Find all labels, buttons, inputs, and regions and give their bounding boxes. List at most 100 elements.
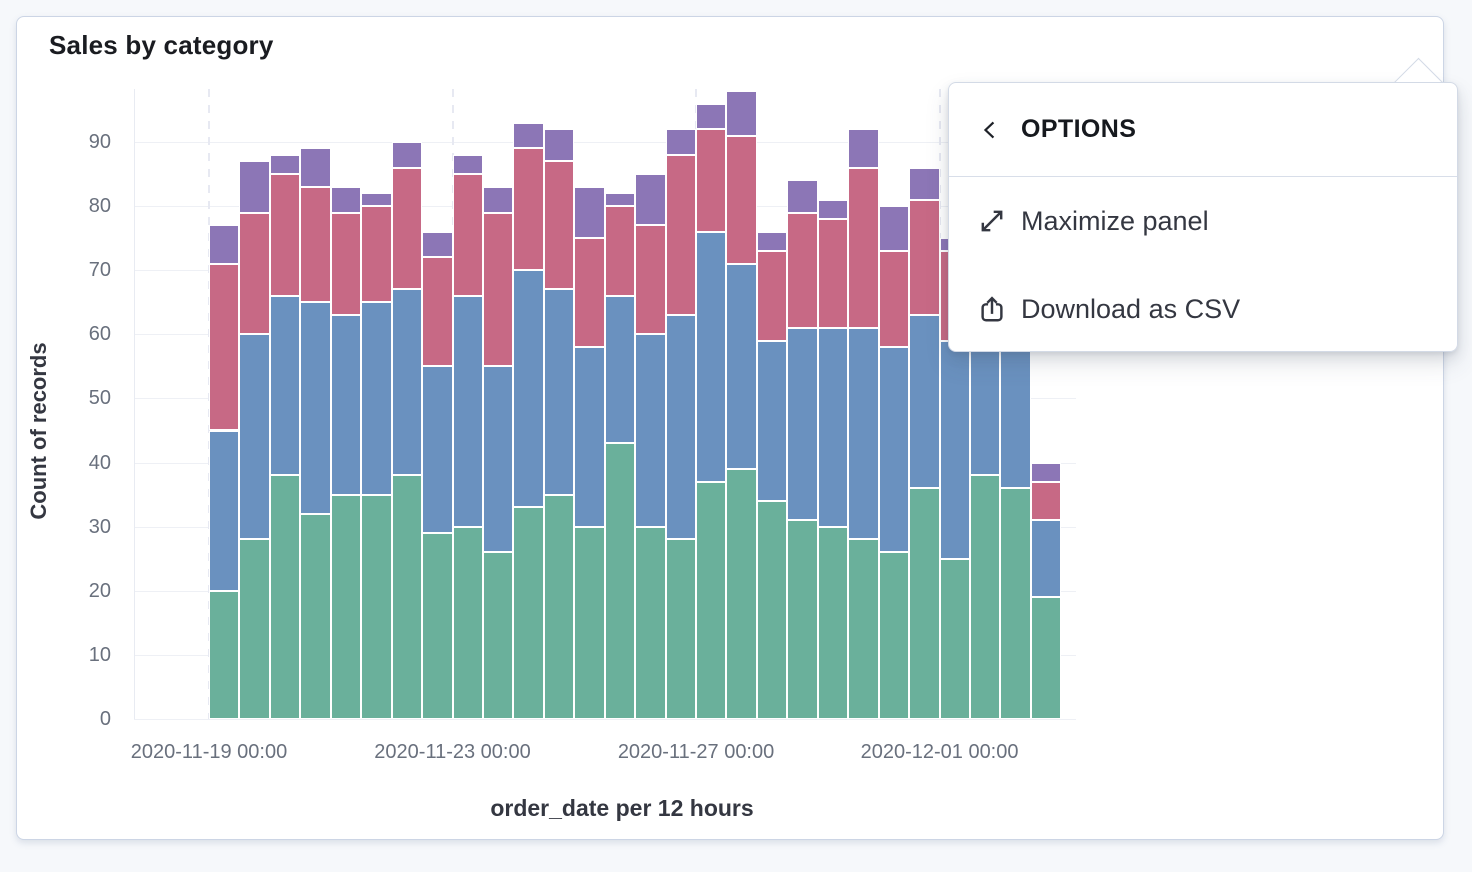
bar-segment-purple[interactable] [513,122,544,149]
bar-segment-purple[interactable] [269,154,301,175]
bar-segment-purple[interactable] [726,90,757,136]
bar-segment-blue[interactable] [330,315,362,495]
bar-segment-green[interactable] [939,558,970,719]
bar-segment-blue[interactable] [665,315,697,540]
bar-segment-purple[interactable] [817,199,849,219]
bar-segment-pink[interactable] [574,238,605,348]
bar-segment-blue[interactable] [574,347,605,527]
bar-segment-green[interactable] [361,494,392,719]
bar-segment-green[interactable] [482,552,514,719]
bar-segment-pink[interactable] [513,148,544,271]
bar-segment-purple[interactable] [543,129,575,162]
bar-segment-purple[interactable] [300,148,331,187]
bar-segment-blue[interactable] [726,263,757,469]
bar-segment-pink[interactable] [696,129,727,232]
popover-header-back[interactable]: OPTIONS [949,83,1457,177]
bar-segment-blue[interactable] [543,289,575,495]
bar-segment-pink[interactable] [209,263,240,431]
bar-segment-green[interactable] [422,533,453,719]
bar-segment-purple[interactable] [1030,462,1062,482]
bar-segment-pink[interactable] [787,212,818,328]
bar-segment-green[interactable] [848,539,879,719]
bar-segment-pink[interactable] [452,174,483,296]
bar-segment-pink[interactable] [482,212,514,367]
bar-segment-purple[interactable] [422,231,453,258]
bar-segment-pink[interactable] [848,167,879,328]
bar-segment-green[interactable] [696,481,727,719]
bar-segment-purple[interactable] [361,193,392,207]
bar-segment-green[interactable] [269,475,301,719]
bar-segment-blue[interactable] [817,327,849,527]
bar-segment-blue[interactable] [848,327,879,540]
bar-segment-blue[interactable] [300,302,331,514]
bar-segment-green[interactable] [604,443,636,719]
bar-segment-green[interactable] [239,539,270,719]
bar-segment-purple[interactable] [330,186,362,213]
bar-segment-purple[interactable] [665,129,697,155]
bar-segment-purple[interactable] [391,142,423,168]
bar-segment-pink[interactable] [604,206,636,296]
bar-segment-purple[interactable] [604,193,636,207]
bar-segment-green[interactable] [452,526,483,719]
bar-segment-pink[interactable] [361,206,392,303]
bar-segment-blue[interactable] [269,295,301,476]
bar-segment-purple[interactable] [209,225,240,264]
bar-segment-blue[interactable] [1030,520,1062,598]
menu-item-maximize-panel[interactable]: Maximize panel [949,177,1457,265]
bar-segment-purple[interactable] [574,186,605,239]
bar-segment-green[interactable] [726,468,757,719]
bar-segment-purple[interactable] [696,103,727,130]
bar-segment-green[interactable] [817,526,849,719]
bar-segment-pink[interactable] [543,161,575,290]
bar-segment-pink[interactable] [330,212,362,316]
bar-segment-pink[interactable] [665,154,697,316]
bar-segment-green[interactable] [1030,597,1062,719]
bar-segment-green[interactable] [513,507,544,719]
bar-segment-pink[interactable] [817,218,849,328]
bar-segment-pink[interactable] [300,186,331,303]
bar-segment-pink[interactable] [391,167,423,290]
bar-segment-green[interactable] [665,539,697,719]
bar-segment-purple[interactable] [756,231,788,251]
bar-segment-green[interactable] [300,513,331,719]
bar-segment-purple[interactable] [787,180,818,213]
bar-segment-purple[interactable] [848,129,879,168]
bar-segment-blue[interactable] [361,302,392,495]
bar-segment-green[interactable] [574,526,605,719]
bar-segment-pink[interactable] [909,199,940,316]
bar-segment-pink[interactable] [239,212,270,335]
bar-segment-pink[interactable] [422,257,453,367]
bar-segment-blue[interactable] [239,334,270,540]
bar-segment-pink[interactable] [878,250,910,348]
bar-segment-green[interactable] [787,520,818,719]
bar-segment-blue[interactable] [422,366,453,534]
bar-segment-pink[interactable] [756,250,788,341]
bar-segment-green[interactable] [635,526,666,719]
bar-segment-green[interactable] [330,494,362,719]
bar-segment-blue[interactable] [209,430,240,591]
bar-segment-pink[interactable] [726,135,757,264]
bar-segment-purple[interactable] [878,206,910,251]
bar-segment-blue[interactable] [604,295,636,444]
bar-segment-green[interactable] [543,494,575,719]
bar-segment-blue[interactable] [482,366,514,553]
bar-segment-green[interactable] [970,475,1001,719]
menu-item-download-csv[interactable]: Download as CSV [949,265,1457,353]
bar-segment-purple[interactable] [635,174,666,226]
bar-segment-blue[interactable] [756,340,788,501]
bar-segment-blue[interactable] [696,231,727,482]
bar-segment-blue[interactable] [787,327,818,521]
bar-segment-purple[interactable] [239,161,270,213]
bar-segment-green[interactable] [391,475,423,719]
bar-segment-blue[interactable] [878,347,910,553]
bar-segment-blue[interactable] [909,315,940,489]
bar-segment-blue[interactable] [939,340,970,559]
bar-segment-purple[interactable] [452,154,483,175]
bar-segment-purple[interactable] [482,186,514,213]
bar-segment-pink[interactable] [635,225,666,335]
bar-segment-pink[interactable] [1030,481,1062,521]
bar-segment-blue[interactable] [391,289,423,476]
bar-segment-purple[interactable] [909,167,940,200]
bar-segment-green[interactable] [756,501,788,719]
bar-segment-blue[interactable] [452,295,483,527]
